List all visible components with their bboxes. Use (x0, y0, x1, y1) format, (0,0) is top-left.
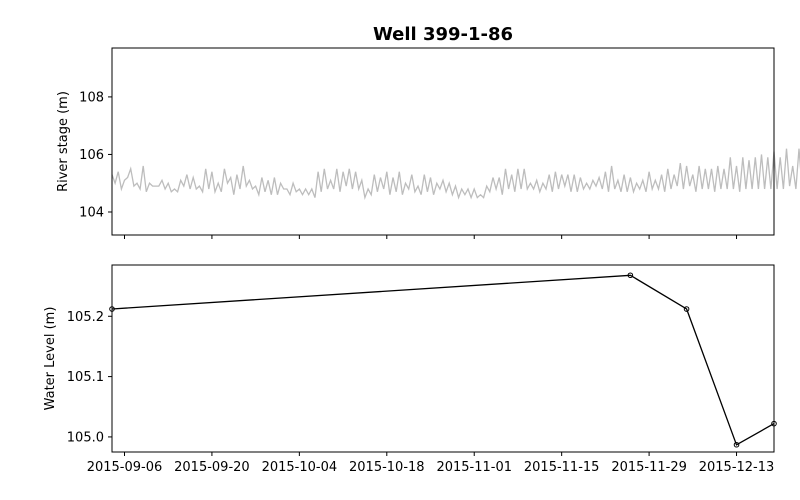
river-stage-x-ticks (123, 235, 738, 239)
river-stage-series-line (111, 148, 800, 201)
y-tick-label: 105.0 (67, 430, 104, 445)
water-level-markers (109, 272, 777, 448)
y-tick-label: 105.2 (67, 310, 104, 325)
y-tick-label: 105.1 (67, 370, 104, 385)
river-stage-y-axis: 104 106 108 (79, 90, 112, 220)
y-tick-label: 106 (79, 148, 104, 163)
water-level-y-axis-label: Water Level (m) (43, 307, 58, 411)
y-tick-label: 104 (79, 205, 104, 220)
water-level-x-axis: 2015-09-06 2015-09-20 2015-10-04 2015-10-18… (87, 452, 775, 475)
river-stage-plot (111, 148, 800, 201)
x-tick-label: 2015-09-20 (174, 460, 250, 475)
water-level-point (683, 306, 690, 312)
chart-title: Well 399-1-86 (373, 24, 513, 45)
x-tick-label: 2015-09-06 (87, 460, 163, 475)
x-tick-label: 2015-11-29 (611, 460, 687, 475)
water-level-point (627, 272, 634, 279)
river-stage-plot-frame (111, 47, 775, 236)
water-level-plot-frame (111, 264, 775, 453)
river-stage-panel: 104 106 108 River stage (m) (56, 47, 800, 239)
water-level-point (733, 441, 740, 448)
water-level-y-axis: 105.0 105.1 105.2 (67, 310, 112, 445)
x-tick-label: 2015-12-13 (699, 460, 775, 475)
water-level-series-line (111, 274, 775, 446)
x-tick-label: 2015-10-04 (262, 460, 338, 475)
x-tick-label: 2015-11-01 (436, 460, 512, 475)
x-tick-label: 2015-10-18 (349, 460, 425, 475)
y-tick-label: 108 (79, 90, 104, 105)
water-level-plot (109, 272, 777, 448)
river-stage-y-axis-label: River stage (m) (56, 91, 71, 192)
x-tick-label: 2015-11-15 (524, 460, 600, 475)
